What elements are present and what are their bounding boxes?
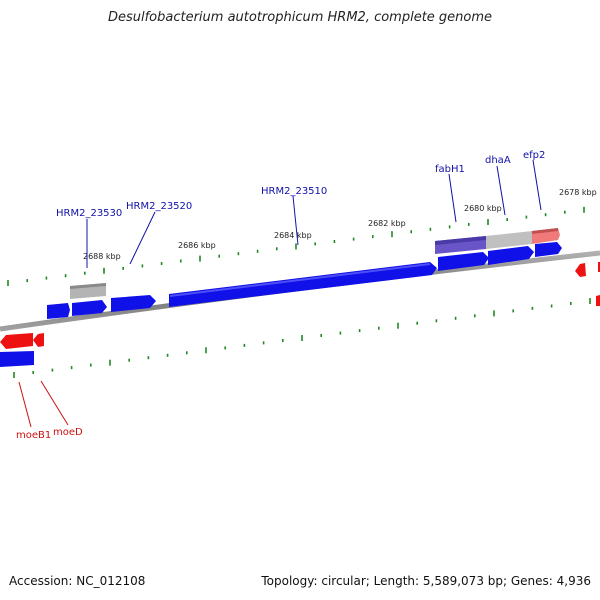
leader-efp2	[532, 159, 542, 211]
map-title: Desulfobacterium autotrophicum HRM2, com…	[107, 10, 493, 25]
upper-tick-track	[7, 206, 585, 286]
scale-label-2684: 2684 kbp	[274, 231, 312, 240]
gene-label-moeb1[interactable]: moeB1	[16, 430, 51, 441]
gene-label-hrm2-23510[interactable]: HRM2_23510	[261, 186, 327, 197]
forward-gene-track	[47, 242, 562, 319]
leader-hrm2-23510	[292, 195, 299, 246]
scale-label-2688: 2688 kbp	[83, 252, 121, 261]
gene-block-purple-top	[435, 236, 486, 245]
gene-arrow-reverse[interactable]	[33, 333, 44, 347]
gene-arrow[interactable]	[111, 295, 156, 312]
gene-label-fabh1[interactable]: fabH1	[435, 164, 465, 175]
gene-label-hrm2-23520[interactable]: HRM2_23520	[126, 201, 192, 212]
leader-dhaa	[496, 165, 506, 216]
gene-arrow[interactable]	[72, 300, 107, 316]
gene-arrow[interactable]	[169, 262, 437, 307]
reverse-gene-track	[0, 262, 600, 367]
gene-arrow[interactable]	[47, 303, 70, 319]
leader-fabh1	[448, 173, 457, 223]
gene-block-grey-top	[70, 283, 106, 289]
leader-hrm2-23520	[129, 211, 156, 265]
gene-arrow[interactable]	[535, 242, 562, 257]
highlight-gene-track	[70, 228, 560, 299]
gene-label-hrm2-23530[interactable]: HRM2_23530	[56, 208, 122, 219]
label-leaders	[18, 159, 542, 428]
gene-arrow-reverse[interactable]	[596, 295, 600, 306]
gene-arrow[interactable]	[488, 246, 534, 265]
gene-arrow[interactable]	[438, 252, 489, 271]
gene-labels: HRM2_23530 HRM2_23520 HRM2_23510 fabH1 d…	[16, 150, 545, 441]
genome-summary-text: Topology: circular; Length: 5,589,073 bp…	[261, 574, 591, 588]
scale-label-2686: 2686 kbp	[178, 241, 216, 250]
scale-label-2682: 2682 kbp	[368, 219, 406, 228]
gene-label-efp2[interactable]: efp2	[523, 150, 545, 161]
gene-arrow-reverse[interactable]	[575, 263, 586, 277]
lower-tick-track	[13, 298, 591, 378]
leader-moed	[40, 380, 69, 426]
gene-block-pink-top	[532, 228, 558, 234]
gene-label-moed[interactable]: moeD	[53, 427, 83, 438]
scale-label-2678: 2678 kbp	[559, 188, 597, 197]
scale-labels: 2688 kbp 2686 kbp 2684 kbp 2682 kbp 2680…	[83, 188, 597, 261]
gene-arrow-reverse[interactable]	[0, 333, 33, 349]
gene-label-dhaa[interactable]: dhaA	[485, 155, 511, 166]
gene-block-grey-dhaa[interactable]	[486, 231, 532, 249]
gene-sheen	[169, 263, 431, 297]
accession-text: Accession: NC_012108	[9, 574, 146, 588]
gene-block-blue-reverse[interactable]	[0, 351, 34, 367]
leader-moeb1	[18, 381, 32, 428]
scale-label-2680: 2680 kbp	[464, 204, 502, 213]
